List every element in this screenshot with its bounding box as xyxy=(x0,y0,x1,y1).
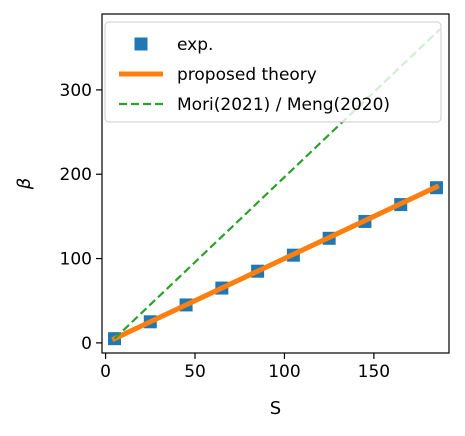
x-tick-label: 150 xyxy=(358,362,390,382)
y-tick-label: 300 xyxy=(60,81,92,101)
legend-box xyxy=(104,21,442,123)
y-axis-label: β xyxy=(14,178,35,191)
legend-entry-label: Mori(2021) / Meng(2020) xyxy=(177,95,390,115)
legend-entry-label: proposed theory xyxy=(177,65,317,85)
y-tick-label: 200 xyxy=(60,165,92,185)
x-tick-label: 50 xyxy=(184,362,206,382)
y-axis-ticks: 0 100 200 300 xyxy=(60,81,102,354)
x-axis-label: S xyxy=(270,398,281,419)
legend-entry-label: exp. xyxy=(177,35,213,55)
y-tick-label: 100 xyxy=(60,250,92,270)
y-tick-label: 0 xyxy=(81,334,92,354)
x-tick-label: 100 xyxy=(268,362,300,382)
legend: exp. proposed theory Mori(2021) / Meng(202… xyxy=(104,21,442,123)
legend-marker-square xyxy=(134,37,148,51)
x-axis-ticks: 0 50 100 150 xyxy=(100,353,390,382)
plot-frame xyxy=(101,13,450,354)
x-tick-label: 0 xyxy=(100,362,111,382)
series-line-proposed-theory xyxy=(111,183,440,342)
